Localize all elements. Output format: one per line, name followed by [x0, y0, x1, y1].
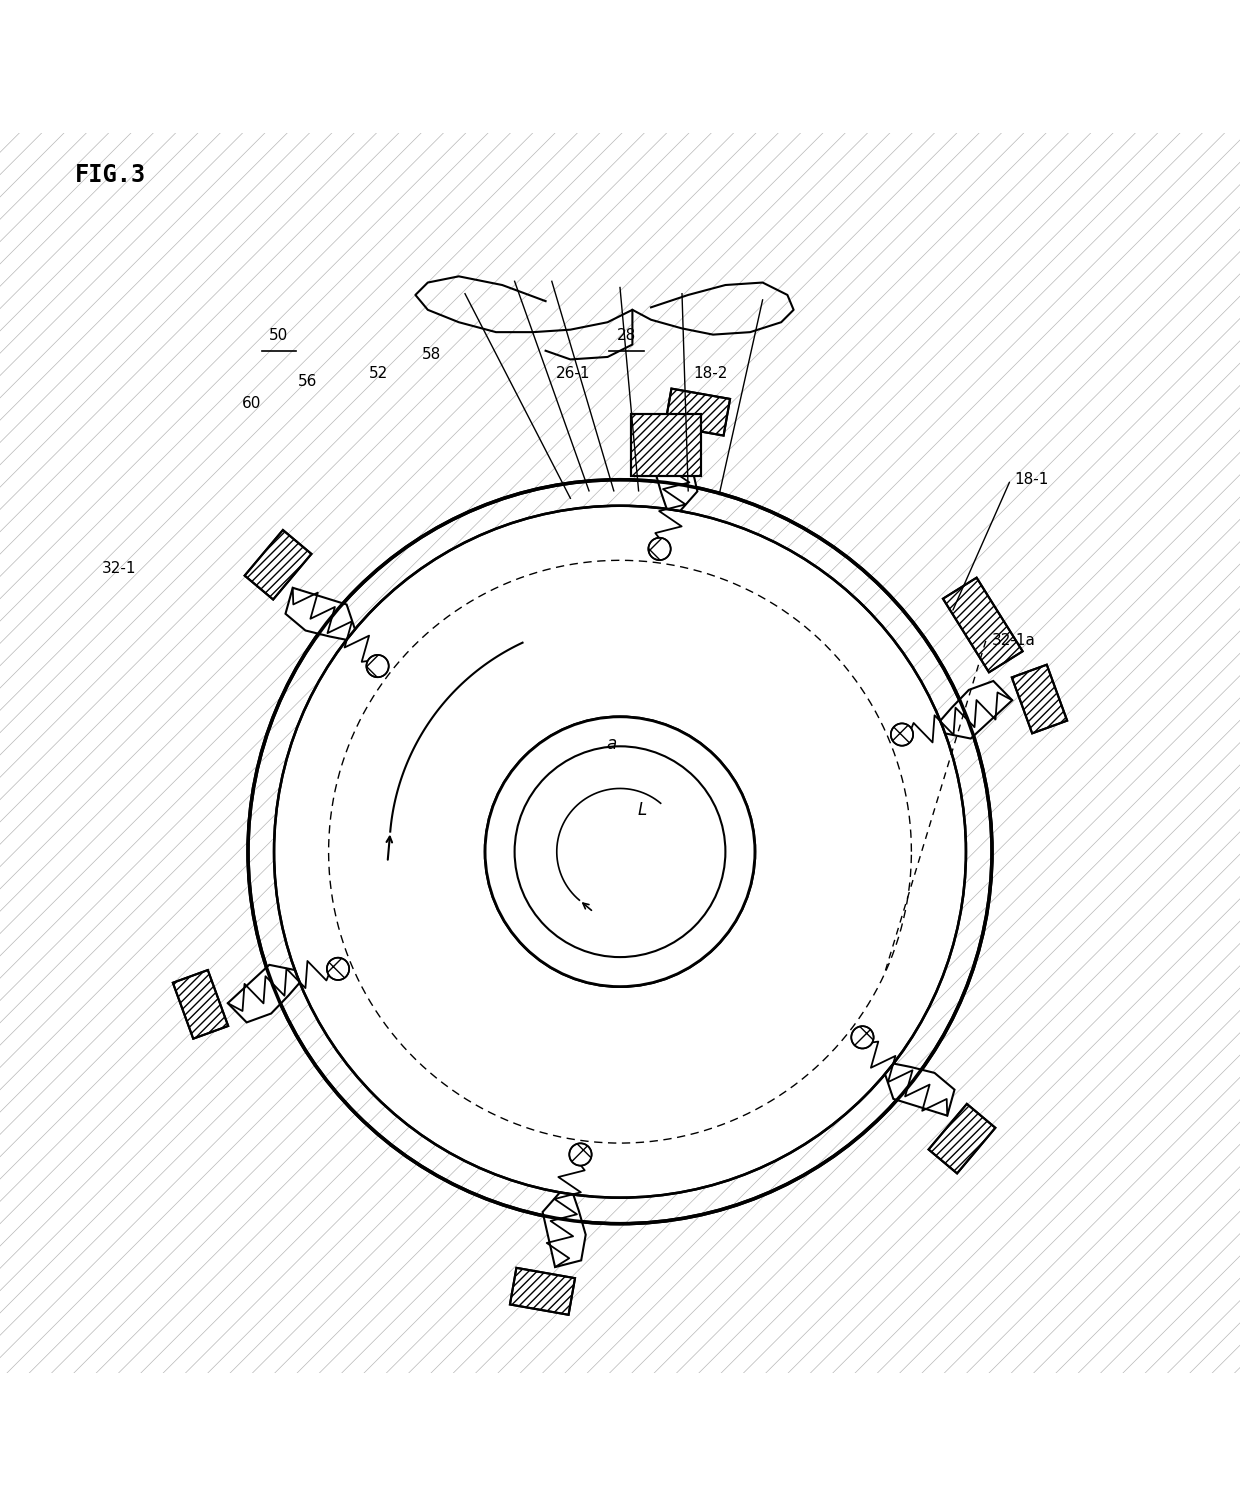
Circle shape [569, 1144, 591, 1166]
Text: 32-1: 32-1 [102, 561, 136, 576]
Circle shape [274, 506, 966, 1198]
Text: 32-1a: 32-1a [992, 634, 1035, 649]
Polygon shape [172, 971, 228, 1038]
Polygon shape [942, 578, 1023, 673]
Circle shape [852, 1026, 874, 1049]
Polygon shape [655, 436, 697, 512]
Text: 50: 50 [269, 328, 289, 343]
Circle shape [515, 746, 725, 957]
Text: 26-1: 26-1 [556, 366, 590, 381]
Circle shape [327, 957, 350, 980]
Circle shape [485, 716, 755, 987]
Polygon shape [228, 965, 300, 1022]
Polygon shape [510, 1267, 575, 1315]
PathPatch shape [0, 9, 1240, 1496]
Text: 58: 58 [422, 346, 441, 361]
Circle shape [248, 480, 992, 1224]
Text: a: a [606, 734, 616, 752]
Circle shape [259, 491, 981, 1213]
Polygon shape [244, 530, 311, 599]
Text: 28: 28 [616, 328, 636, 343]
Text: 60: 60 [242, 396, 262, 411]
Text: 18-1: 18-1 [1014, 473, 1049, 488]
Polygon shape [631, 414, 701, 476]
Polygon shape [543, 1192, 585, 1267]
Polygon shape [1012, 665, 1068, 733]
Polygon shape [885, 1064, 955, 1115]
Text: 56: 56 [298, 375, 317, 390]
Polygon shape [665, 388, 730, 435]
Text: 52: 52 [368, 366, 388, 381]
Circle shape [366, 655, 388, 677]
Circle shape [890, 724, 913, 745]
Circle shape [649, 537, 671, 560]
Polygon shape [285, 588, 355, 640]
Text: FIG.3: FIG.3 [74, 164, 145, 188]
Circle shape [485, 716, 755, 987]
Text: 18-2: 18-2 [693, 366, 728, 381]
Circle shape [274, 506, 966, 1198]
Polygon shape [940, 680, 1012, 739]
Polygon shape [929, 1103, 996, 1174]
Circle shape [515, 746, 725, 957]
Text: L: L [637, 801, 647, 819]
